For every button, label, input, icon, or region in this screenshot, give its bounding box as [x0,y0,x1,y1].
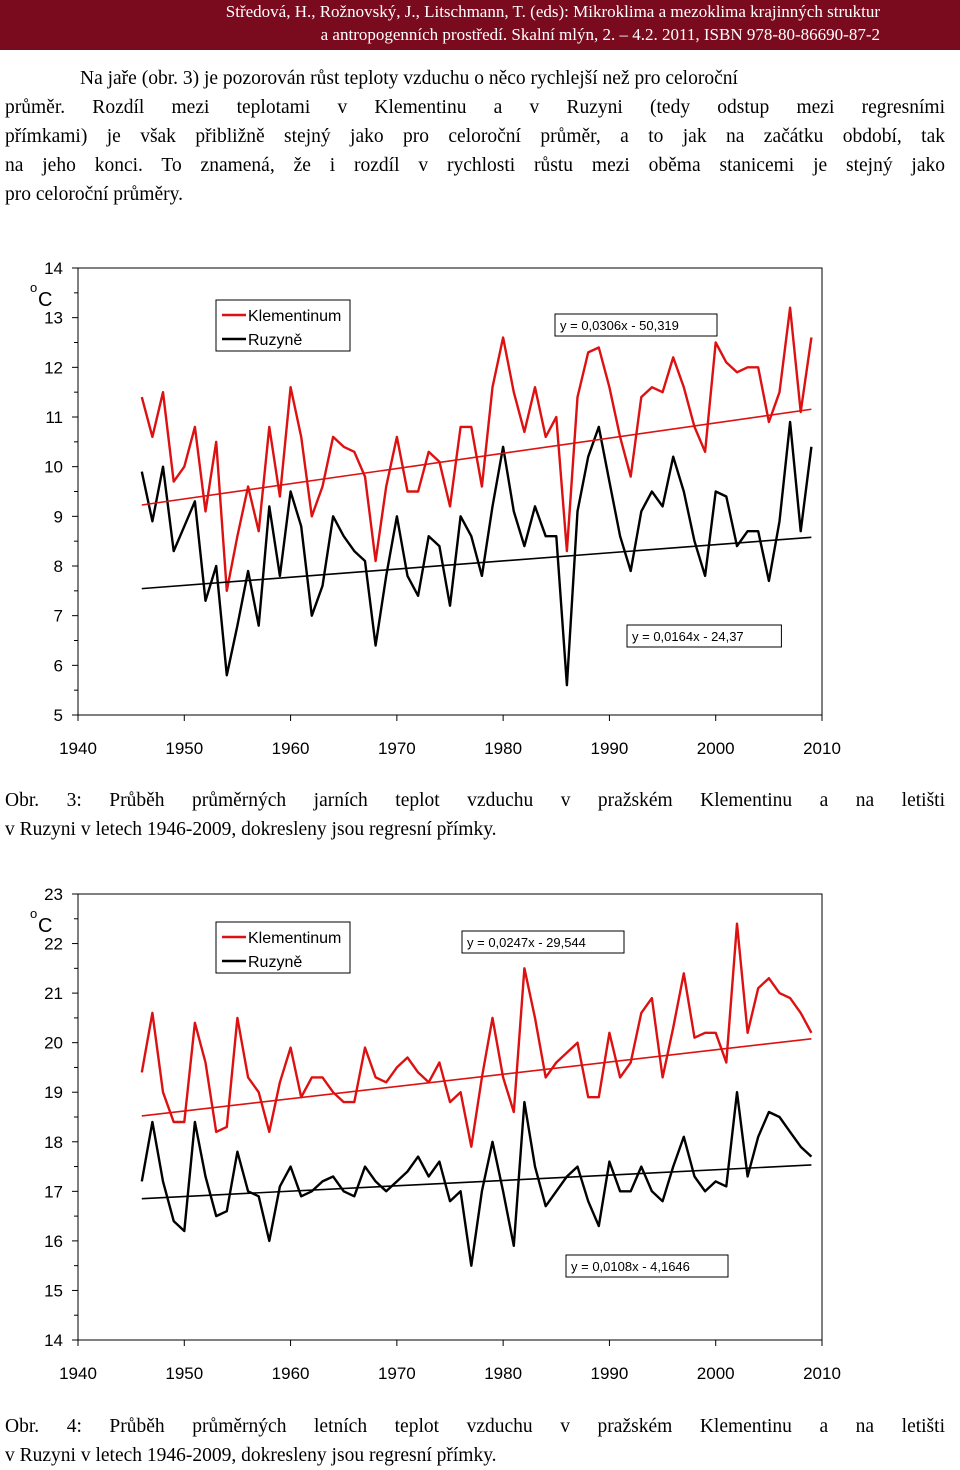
caption-line: Obr. 4: Průběh průměrných letních teplot… [5,1416,945,1437]
paragraph-line: na jeho konci. To znamená, že i rozdíl v… [5,155,945,176]
caption-line: v Ruzyni v letech 1946-2009, dokresleny … [5,819,497,840]
y-axis-unit-celsius: C [38,915,52,937]
regression-line [141,1164,812,1200]
header-citation-line-2: a antropogenních prostředí. Skalní mlýn,… [320,25,880,44]
x-tick-label: 1940 [59,739,97,758]
regression-line [141,408,812,506]
x-tick-label: 1980 [484,1364,522,1383]
regression-equation: y = 0,0247x - 29,544 [467,935,586,950]
x-tick-label: 2010 [803,1364,841,1383]
regression-equation-box [554,313,718,337]
figure-3-caption: Obr. 3: Průběh průměrných jarních teplot… [5,786,945,844]
page-header: Středová, H., Rožnovský, J., Litschmann,… [0,0,960,50]
legend [215,921,351,974]
intro-paragraph: Na jaře (obr. 3) je pozorován růst teplo… [5,64,945,209]
x-tick-label: 2000 [697,739,735,758]
x-tick-label: 1960 [272,739,310,758]
regression-equation: y = 0,0164x - 24,37 [632,629,744,644]
y-tick-label: 21 [44,984,63,1003]
y-tick-label: 10 [44,458,63,477]
legend-label: Klementinum [248,308,341,325]
regression-equation-box [626,624,782,648]
x-tick-label: 1940 [59,1364,97,1383]
regression-equation-box [461,930,625,954]
paragraph-line: Na jaře (obr. 3) je pozorován růst teplo… [80,68,738,89]
y-tick-label: 14 [44,1331,63,1350]
regression-equation: y = 0,0108x - 4,1646 [571,1259,690,1274]
x-tick-label: 1950 [165,1364,203,1383]
regression-line [141,536,812,590]
series-line [140,420,813,687]
y-tick-label: 20 [44,1034,63,1053]
y-tick-label: 8 [54,557,63,576]
header-citation-line-1: Středová, H., Rožnovský, J., Litschmann,… [225,2,880,21]
paragraph-line: průměr. Rozdíl mezi teplotami v Klementi… [5,97,945,118]
y-tick-label: 14 [44,259,63,278]
legend-label: Ruzyně [248,332,302,349]
y-axis-unit-degree: o [30,906,37,921]
y-tick-label: 22 [44,935,63,954]
y-axis-unit-celsius: C [38,289,52,311]
x-tick-label: 1950 [165,739,203,758]
paragraph-line: pro celoroční průměry. [5,184,183,205]
y-axis-unit-degree: o [30,280,37,295]
y-tick-label: 23 [44,885,63,904]
x-tick-label: 1960 [272,1364,310,1383]
legend [215,299,351,352]
x-tick-label: 1990 [591,739,629,758]
y-tick-label: 15 [44,1281,63,1300]
legend-label: Ruzyně [248,954,302,971]
x-tick-label: 1970 [378,1364,416,1383]
chart-spring-temperature: 5 6 7 8 9 10 11 12 13 14 1940 1950 1960 1970 1980 1990 2… [30,259,841,758]
caption-line: v Ruzyni v letech 1946-2009, dokresleny … [5,1445,497,1466]
x-tick-label: 1980 [484,739,522,758]
y-tick-label: 9 [54,507,63,526]
y-tick-label: 7 [54,607,63,626]
y-tick-label: 11 [45,408,63,427]
y-tick-label: 13 [44,309,63,328]
y-tick-label: 5 [54,706,63,725]
x-tick-label: 2010 [803,739,841,758]
x-tick-label: 2000 [697,1364,735,1383]
y-tick-label: 6 [54,656,63,675]
legend-label: Klementinum [248,930,341,947]
y-tick-label: 18 [44,1133,63,1152]
caption-line: Obr. 3: Průběh průměrných jarních teplot… [5,790,945,811]
paragraph-line: přímkami) je však přibližně stejný jako … [5,126,945,147]
chart-summer-temperature: 14 15 16 17 18 19 20 21 22 23 1940 1950 1960 1970 1980… [30,885,841,1383]
y-tick-label: 16 [44,1232,63,1251]
series-line [140,922,813,1148]
x-tick-label: 1970 [378,739,416,758]
regression-equation-box [565,1254,729,1278]
x-tick-label: 1990 [591,1364,629,1383]
regression-equation: y = 0,0306x - 50,319 [560,318,679,333]
regression-line [141,1037,812,1117]
figure-4-caption: Obr. 4: Průběh průměrných letních teplot… [5,1412,945,1470]
y-tick-label: 19 [44,1083,63,1102]
series-ruzyne [140,420,813,687]
y-tick-label: 12 [44,358,63,377]
y-tick-label: 17 [44,1182,63,1201]
